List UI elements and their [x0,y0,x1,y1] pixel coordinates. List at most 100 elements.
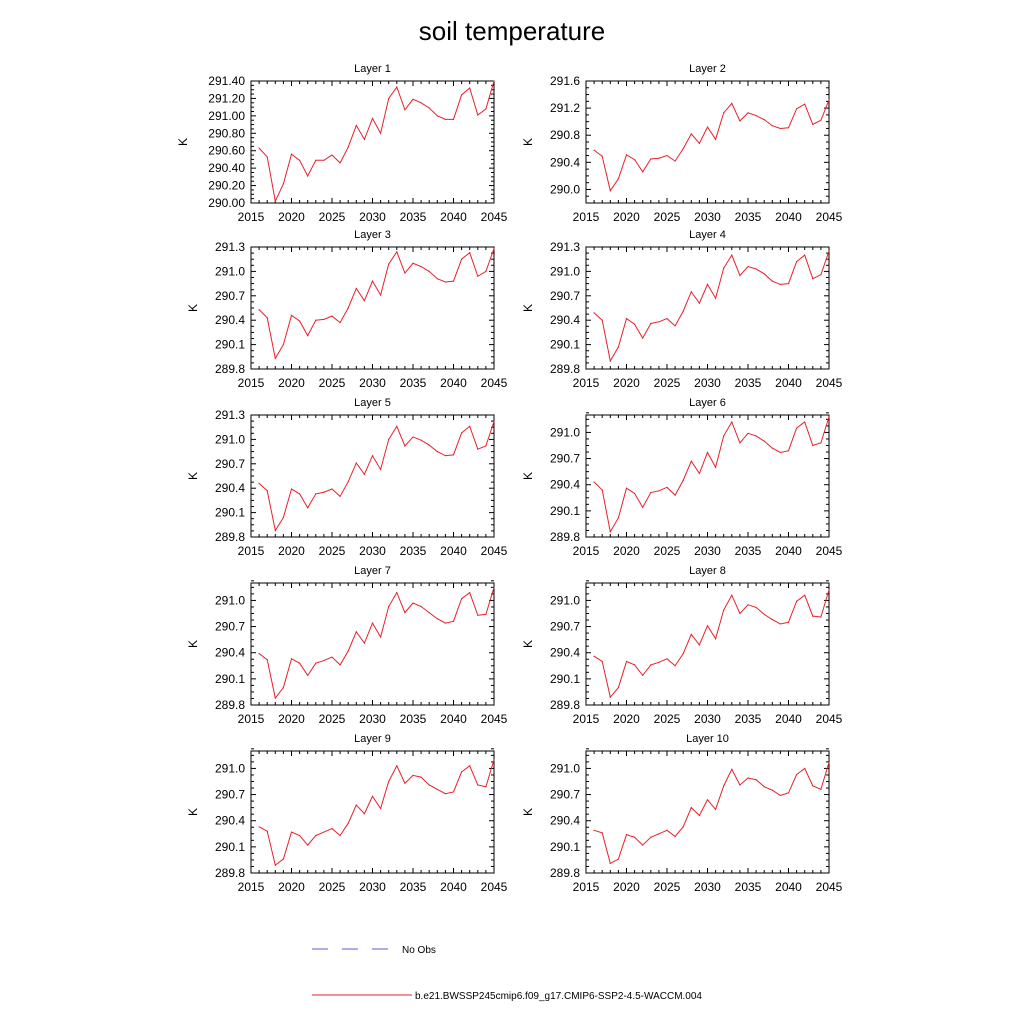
y-tick-label: 290.4 [550,478,580,492]
x-tick-label: 2030 [359,544,386,558]
data-point [355,462,357,464]
data-point [396,765,398,767]
data-point [258,652,260,655]
x-tick-label: 2015 [573,376,600,390]
data-point [396,86,398,88]
data-point [625,487,628,489]
panel-layer-7: Layer 7 K 2015 2020 2025 2030 2035 2040 2045 289.… [186,565,508,726]
x-tick-label: 2025 [654,712,681,726]
plot-frame [585,582,830,706]
data-point [469,591,471,594]
data-point [828,416,830,418]
x-tick-label: 2035 [400,376,427,390]
x-tick-label: 2015 [238,544,265,558]
y-axis-label: K [521,138,535,146]
data-point [690,291,692,293]
series-line-1 [258,248,495,360]
data-point [266,659,268,661]
data-point [723,435,725,437]
data-point [666,829,668,831]
x-tick-label: 2020 [613,712,640,726]
panel-title: Layer 1 [354,63,391,75]
x-tick-label: 2035 [735,376,762,390]
data-point [258,482,260,484]
data-point [461,94,463,96]
data-point [315,834,317,837]
y-tick-label: 289.8 [550,362,580,376]
data-point [609,360,611,362]
data-point [266,156,268,158]
x-tick-label: 2030 [359,880,386,894]
data-point [363,473,365,475]
data-point [404,272,406,274]
data-point [779,794,782,797]
x-tick-label: 2045 [816,880,843,894]
y-axis-label: K [176,138,190,146]
data-point [266,490,268,492]
data-point [593,829,595,831]
data-point [323,318,325,320]
data-point [274,697,276,699]
x-tick-label: 2045 [816,376,843,390]
x-tick-label: 2030 [694,712,721,726]
data-point [739,274,741,277]
data-point [266,317,268,319]
data-point [315,319,317,321]
data-point [282,858,284,860]
data-point [282,686,284,689]
data-point [787,283,790,285]
series-line-1 [593,250,830,363]
x-tick-label: 2045 [816,712,843,726]
panel-title: Layer 4 [689,229,726,241]
data-point [666,658,668,660]
data-point [706,451,709,454]
data-point [828,761,830,763]
data-point [601,489,603,491]
legend: No Obs b.e21.BWSSP245cmip6.f09_g17.CMIP6… [312,945,702,1002]
data-point [461,598,463,600]
data-point [820,788,822,790]
data-point [274,529,276,532]
y-tick-label: 290.7 [550,788,580,802]
x-tick-label: 2040 [775,210,802,224]
data-point [323,659,325,662]
data-point [428,270,430,272]
data-point [771,125,773,127]
y-tick-label: 290.1 [215,672,245,686]
x-tick-label: 2015 [238,880,265,894]
y-tick-label: 290.0 [550,182,580,196]
data-point [682,310,684,312]
data-point [315,159,317,161]
y-axis-label: K [521,808,535,816]
data-point [428,612,430,614]
data-point [690,460,692,462]
y-tick-label: 290.60 [208,144,245,158]
data-point [307,175,309,177]
x-tick-label: 2045 [481,210,508,224]
data-point [363,642,365,644]
data-point [812,278,814,280]
data-point [347,146,349,148]
plot-frame [250,246,495,370]
data-point [763,440,765,442]
data-point [739,442,741,444]
y-tick-label: 289.8 [550,698,580,712]
data-point [282,516,284,519]
y-tick-label: 290.4 [215,814,245,828]
y-tick-label: 289.8 [215,698,245,712]
y-axis-label: K [186,640,200,648]
data-point [396,251,398,253]
panel-title: Layer 10 [686,733,729,745]
data-point [266,830,268,832]
data-point [380,807,382,810]
data-point [617,346,620,348]
data-point [828,250,830,252]
data-point [493,759,495,761]
panel-title: Layer 9 [354,733,391,745]
data-point [779,451,782,454]
data-point [299,662,301,664]
x-tick-label: 2020 [613,544,640,558]
series-line-1 [258,80,495,203]
